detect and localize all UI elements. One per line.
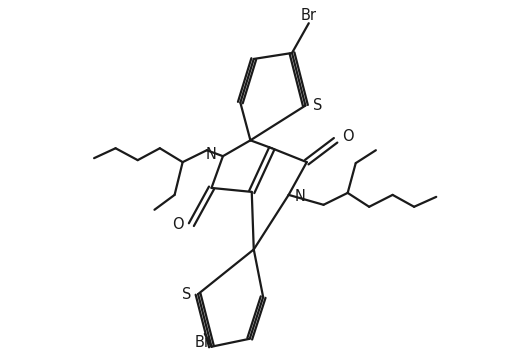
Text: S: S: [182, 286, 191, 302]
Text: Br: Br: [195, 335, 211, 350]
Text: N: N: [295, 189, 306, 204]
Text: N: N: [205, 147, 217, 162]
Text: S: S: [313, 98, 322, 113]
Text: Br: Br: [301, 8, 317, 23]
Text: O: O: [172, 217, 184, 232]
Text: O: O: [342, 129, 354, 144]
